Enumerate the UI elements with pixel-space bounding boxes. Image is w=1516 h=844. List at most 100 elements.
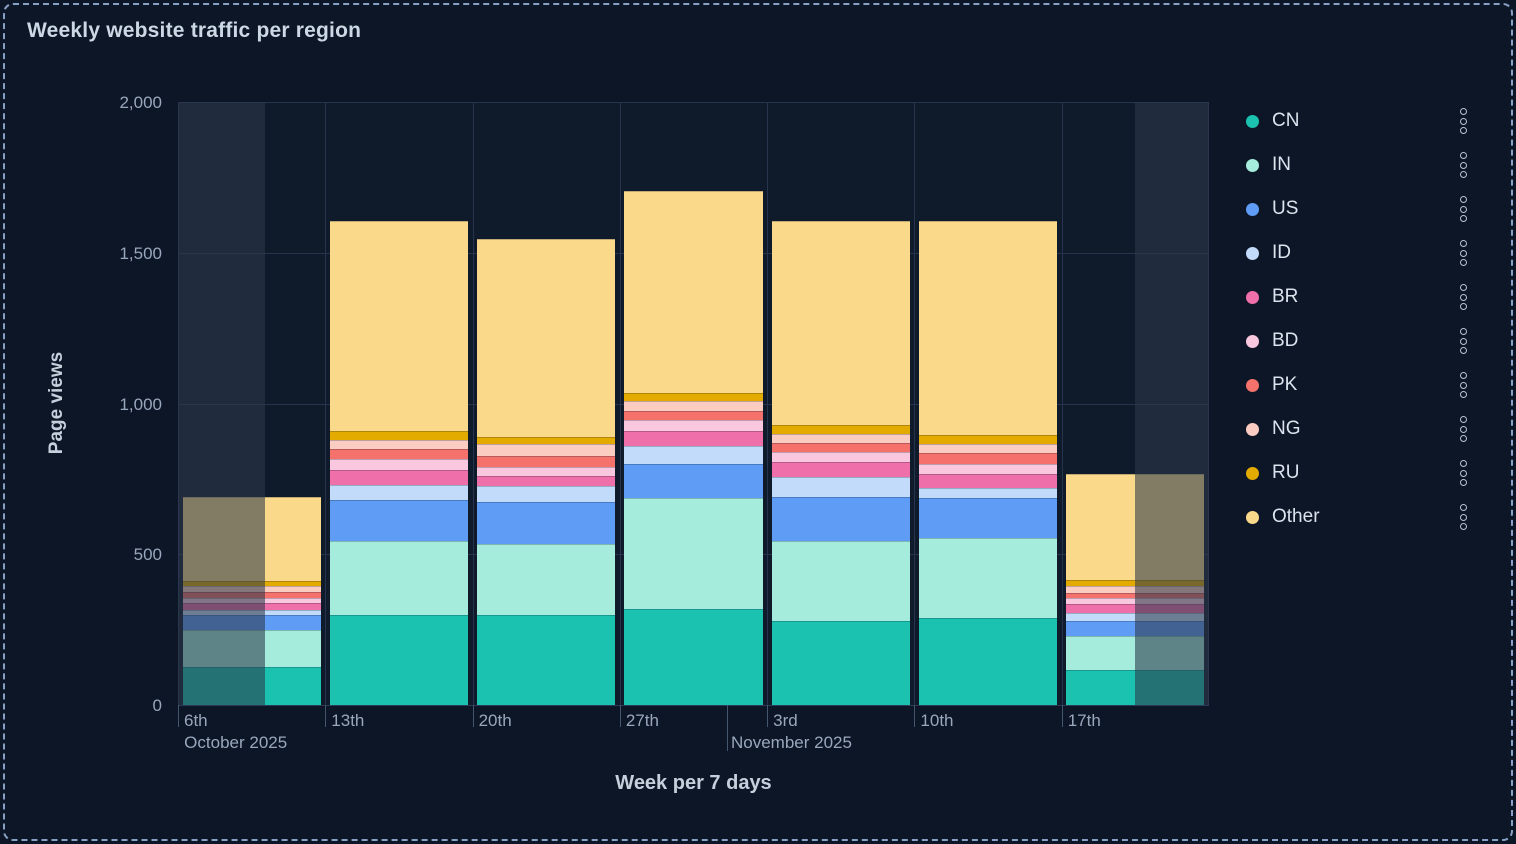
x-tick-mark (619, 705, 621, 727)
bar-segment-ng[interactable] (624, 400, 763, 412)
bar-segment-bd[interactable] (918, 463, 1058, 475)
legend-swatch[interactable] (1246, 510, 1259, 524)
bar-segment-cn[interactable] (329, 614, 469, 705)
bar-segment-ng[interactable] (477, 444, 616, 457)
bar-segment-us[interactable] (918, 498, 1058, 538)
bar-segment-pk[interactable] (477, 456, 616, 467)
bar-segment-bd[interactable] (329, 459, 469, 470)
legend-swatch[interactable] (1246, 290, 1259, 304)
bar-segment-pk[interactable] (918, 453, 1058, 464)
legend-swatch[interactable] (1246, 202, 1259, 216)
legend-item-us: US (1246, 187, 1470, 231)
bar-segment-bd[interactable] (771, 451, 910, 463)
legend-label[interactable]: IN (1272, 154, 1291, 175)
bar-segment-br[interactable] (477, 475, 616, 487)
menu-dot (1460, 249, 1467, 257)
legend-swatch[interactable] (1246, 114, 1259, 128)
bar-segment-cn[interactable] (771, 620, 910, 705)
bar-segment-cn[interactable] (477, 614, 616, 705)
legend-label[interactable]: BR (1272, 286, 1299, 307)
dimmed-region (1135, 102, 1209, 705)
legend-label[interactable]: BD (1272, 330, 1299, 351)
legend-label[interactable]: RU (1272, 462, 1300, 483)
bar-segment-ru[interactable] (771, 424, 910, 434)
menu-dot (1460, 416, 1467, 423)
legend-label[interactable]: CN (1272, 110, 1300, 131)
bar-segment-br[interactable] (771, 462, 910, 478)
menu-dot (1460, 328, 1467, 335)
bar-segment-pk[interactable] (771, 442, 910, 452)
legend-label[interactable]: US (1272, 198, 1299, 219)
bar-segment-ng[interactable] (329, 439, 469, 449)
legend-swatch[interactable] (1246, 466, 1259, 480)
x-tick-label: 10th (920, 711, 954, 730)
legend-item-menu-icon[interactable] (1457, 414, 1470, 444)
menu-dot (1460, 381, 1467, 389)
legend-swatch[interactable] (1246, 378, 1259, 392)
bar-segment-in[interactable] (477, 543, 616, 615)
legend-item-menu-icon[interactable] (1457, 502, 1470, 532)
bar-segment-us[interactable] (477, 501, 616, 544)
bar-segment-ru[interactable] (329, 430, 469, 440)
legend-label[interactable]: PK (1272, 374, 1298, 395)
menu-dot (1460, 504, 1467, 511)
bar-segment-other[interactable] (771, 221, 910, 425)
legend-item-menu-icon[interactable] (1457, 370, 1470, 400)
bar-segment-ng[interactable] (918, 444, 1058, 454)
bar-segment-id[interactable] (477, 486, 616, 502)
bar-segment-in[interactable] (329, 540, 469, 615)
y-tick-label: 500 (133, 545, 162, 565)
bar-segment-br[interactable] (918, 474, 1058, 488)
menu-dot (1460, 196, 1467, 203)
y-tick-label: 1,000 (119, 394, 162, 414)
legend-swatch[interactable] (1246, 334, 1259, 348)
menu-dot (1460, 337, 1467, 345)
bar-segment-in[interactable] (624, 498, 763, 609)
y-gridline (178, 102, 1209, 103)
legend: CN IN US ID BR BD PK NG RU Other (1246, 99, 1470, 539)
menu-dot (1460, 479, 1467, 486)
bar-segment-ru[interactable] (477, 436, 616, 445)
legend-item-menu-icon[interactable] (1457, 150, 1470, 180)
bar-segment-ng[interactable] (771, 433, 910, 443)
bar-segment-us[interactable] (771, 496, 910, 541)
legend-label[interactable]: ID (1272, 242, 1291, 263)
bar-segment-id[interactable] (771, 477, 910, 497)
bar-segment-us[interactable] (329, 500, 469, 541)
bar-segment-bd[interactable] (477, 466, 616, 476)
bar-segment-cn[interactable] (918, 617, 1058, 705)
bar-segment-in[interactable] (918, 537, 1058, 618)
bar-segment-cn[interactable] (624, 608, 763, 705)
bar-segment-id[interactable] (329, 484, 469, 500)
legend-item-menu-icon[interactable] (1457, 282, 1470, 312)
bar-segment-bd[interactable] (624, 420, 763, 431)
bar-segment-other[interactable] (477, 239, 616, 437)
legend-item-menu-icon[interactable] (1457, 238, 1470, 268)
bar-segment-pk[interactable] (329, 448, 469, 460)
menu-dot (1460, 171, 1467, 178)
bar-segment-ru[interactable] (918, 435, 1058, 445)
legend-label[interactable]: Other (1272, 506, 1320, 527)
bar-segment-pk[interactable] (624, 411, 763, 421)
bar-segment-br[interactable] (624, 430, 763, 446)
x-tick-mark (325, 705, 327, 727)
legend-item-menu-icon[interactable] (1457, 458, 1470, 488)
bar-segment-br[interactable] (329, 469, 469, 485)
bar-segment-other[interactable] (918, 221, 1058, 436)
bar-segment-id[interactable] (918, 487, 1058, 499)
bar-segment-in[interactable] (771, 540, 910, 621)
legend-item-menu-icon[interactable] (1457, 326, 1470, 356)
bar-segment-ru[interactable] (624, 392, 763, 401)
month-label: October 2025 (184, 733, 288, 752)
legend-swatch[interactable] (1246, 158, 1259, 172)
legend-swatch[interactable] (1246, 246, 1259, 260)
bar-segment-us[interactable] (624, 463, 763, 499)
legend-label[interactable]: NG (1272, 418, 1301, 439)
bar-segment-other[interactable] (329, 221, 469, 431)
legend-swatch[interactable] (1246, 422, 1259, 436)
bar-segment-other[interactable] (624, 190, 763, 393)
legend-item-menu-icon[interactable] (1457, 106, 1470, 136)
bar-segment-id[interactable] (624, 445, 763, 464)
menu-dot (1460, 205, 1467, 213)
legend-item-menu-icon[interactable] (1457, 194, 1470, 224)
